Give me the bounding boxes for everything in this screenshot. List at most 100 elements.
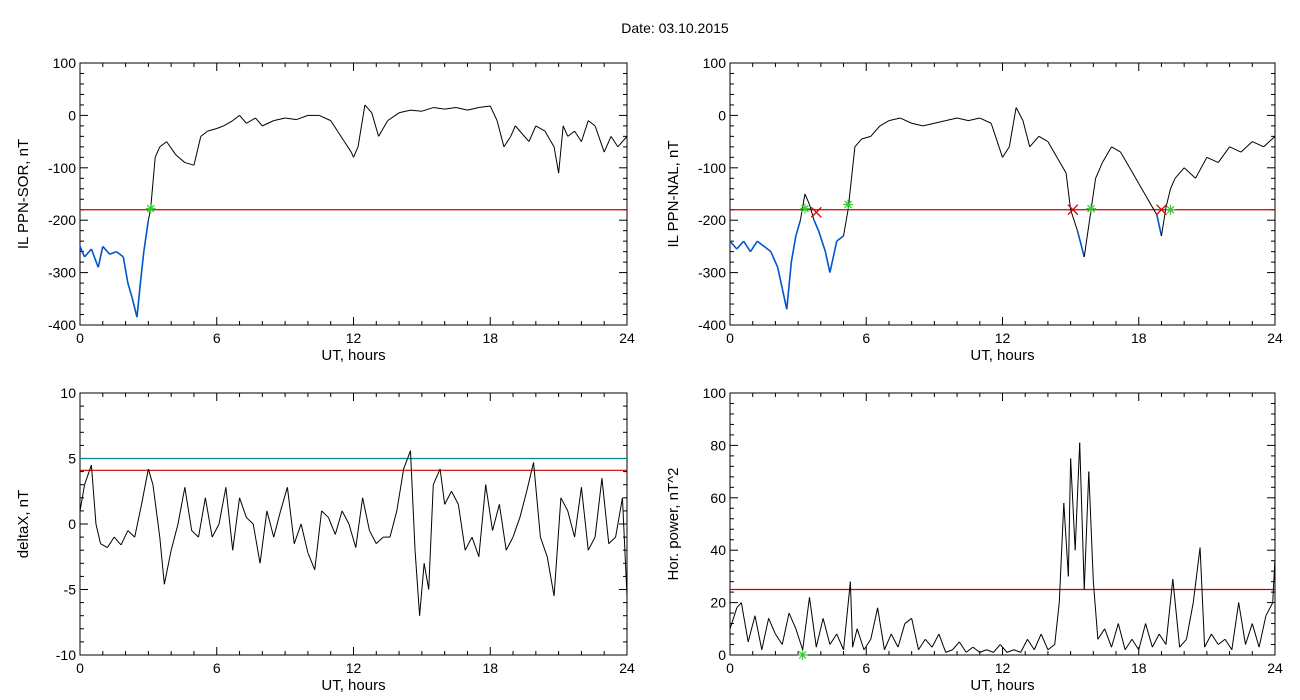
series-segment — [740, 602, 749, 642]
y-tick-label: 0 — [718, 107, 726, 123]
series-segment — [1179, 638, 1187, 648]
chart-panel-1: 0 6 12 18 24 -400 -300 -200 -100 0 100 UT, hours IL … — [15, 55, 635, 364]
series-segment — [193, 136, 202, 166]
series-segment — [968, 117, 980, 122]
series-segment — [314, 510, 323, 570]
series-segment — [999, 644, 1008, 653]
series-segment — [958, 641, 967, 653]
series-segment — [1151, 633, 1160, 648]
series-segment — [911, 618, 919, 650]
x-tick-label: 24 — [619, 660, 635, 676]
series-segment — [327, 517, 336, 535]
series-segment — [1063, 503, 1069, 577]
series-segment — [307, 552, 316, 571]
series-segment — [567, 130, 575, 137]
series-segment — [321, 510, 329, 518]
series-segment — [139, 251, 145, 284]
series-segment — [296, 114, 309, 121]
series-segment — [763, 245, 772, 253]
series-segment — [1065, 172, 1072, 210]
series-segment — [776, 267, 784, 289]
series-segment — [163, 550, 172, 585]
series-segment — [232, 497, 241, 551]
series-segment — [1158, 633, 1167, 645]
y-axis-label: IL PPN-SOR, nT — [15, 139, 32, 249]
series-segment — [562, 125, 569, 137]
series-segment — [266, 510, 275, 538]
series-segment — [211, 523, 220, 538]
series-segment — [451, 491, 459, 505]
series-segment — [1217, 638, 1226, 645]
series-segment — [1217, 146, 1230, 163]
series-segment — [911, 122, 924, 127]
series-segment — [781, 288, 788, 310]
series-segment — [822, 618, 831, 645]
series-segment — [1192, 547, 1201, 603]
plot-frame — [79, 392, 628, 656]
x-tick-label: 6 — [213, 660, 221, 676]
series-segment — [1199, 547, 1206, 648]
series-segment — [945, 117, 958, 122]
series-segment — [280, 487, 288, 512]
series-segment — [808, 597, 817, 648]
series-segment — [610, 136, 619, 148]
series-segment — [353, 146, 359, 158]
series-segment — [1015, 107, 1024, 121]
series-segment — [795, 628, 804, 650]
x-axis-label: UT, hours — [970, 677, 1034, 694]
series-segment — [1272, 558, 1276, 603]
series-segment — [1204, 633, 1212, 648]
star-marker — [1166, 205, 1175, 214]
series-segment — [90, 465, 97, 525]
series-segment — [918, 639, 926, 651]
series-segment — [239, 115, 247, 124]
series-segment — [1022, 120, 1031, 147]
series-segment — [115, 251, 124, 258]
series-segment — [285, 117, 297, 121]
series-segment — [1083, 471, 1090, 590]
series-segment — [1138, 623, 1147, 650]
series-segment — [553, 146, 560, 174]
series-segment — [979, 649, 987, 653]
series-segment — [175, 154, 186, 163]
series-segment — [1172, 578, 1181, 648]
series-segment — [90, 248, 99, 268]
series-segment — [1038, 135, 1049, 143]
series-segment — [225, 487, 234, 551]
series-segment — [1138, 183, 1149, 200]
x-tick-label: 12 — [346, 660, 362, 676]
x-tick-label: 12 — [995, 330, 1011, 346]
series-segment — [1101, 146, 1112, 163]
x-tick-label: 6 — [862, 330, 870, 346]
series-segment — [993, 644, 1001, 653]
series-segment — [184, 487, 193, 531]
series-segment — [143, 220, 150, 252]
series-segment — [444, 491, 452, 505]
series-segment — [863, 639, 872, 651]
series-segment — [836, 633, 845, 650]
series-segment — [489, 105, 498, 121]
series-segment — [904, 617, 912, 624]
y-tick-label: 60 — [710, 490, 726, 506]
y-tick-label: -200 — [48, 212, 76, 228]
series-segment — [608, 536, 616, 545]
series-segment — [319, 114, 331, 122]
series-segment — [615, 497, 623, 538]
series-segment — [1170, 178, 1176, 189]
x-tick-label: 18 — [1131, 330, 1147, 346]
series-segment — [109, 250, 117, 256]
series-segment — [890, 633, 899, 648]
series-segment — [1092, 581, 1099, 640]
series-segment — [1165, 188, 1172, 208]
series-segment — [396, 468, 405, 511]
series-segment — [938, 633, 947, 653]
series-segment — [1165, 578, 1174, 645]
series-segment — [1006, 649, 1015, 653]
y-axis-label: IL PPN-NAL, nT — [665, 141, 682, 248]
series-segment — [1120, 151, 1131, 169]
series-segment — [1231, 602, 1240, 650]
series-segment — [362, 497, 370, 531]
series-segment — [503, 136, 512, 148]
series-segment — [1097, 628, 1106, 640]
series-segment — [843, 581, 851, 650]
